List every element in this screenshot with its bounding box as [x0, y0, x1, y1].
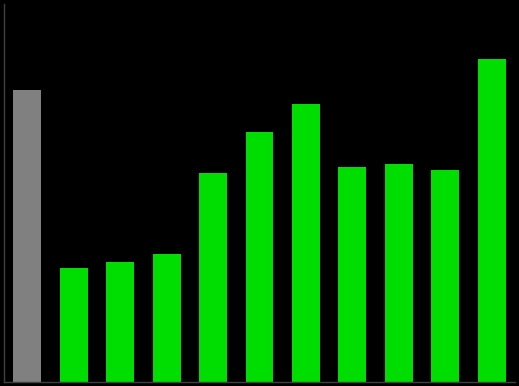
Bar — [199, 173, 227, 382]
Bar — [245, 132, 274, 382]
Bar — [60, 268, 88, 382]
Bar — [292, 103, 320, 382]
Bar — [385, 164, 413, 382]
Bar — [13, 90, 42, 382]
Bar — [477, 59, 506, 382]
Bar — [106, 262, 134, 382]
Bar — [153, 254, 181, 382]
Bar — [338, 167, 366, 382]
Bar — [431, 170, 459, 382]
